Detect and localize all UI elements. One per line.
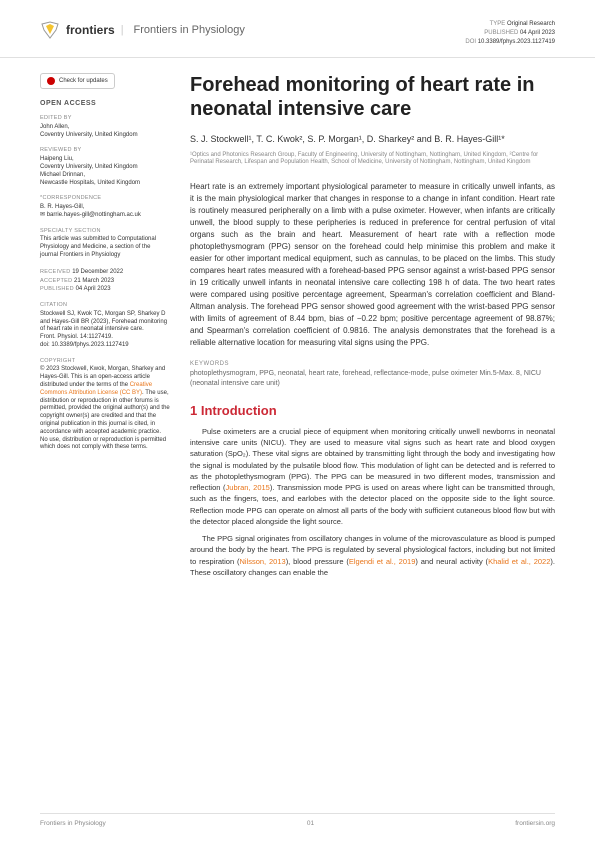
citation-khalid[interactable]: Khalid et al., 2022 bbox=[488, 557, 550, 566]
reviewed-by-section: REVIEWED BY Haipeng Liu, Coventry Univer… bbox=[40, 147, 170, 187]
article-content: Forehead monitoring of heart rate in neo… bbox=[190, 73, 555, 584]
page-header: frontiers | Frontiers in Physiology TYPE… bbox=[0, 0, 595, 58]
affiliations: ¹Optics and Photonics Research Group, Fa… bbox=[190, 152, 555, 168]
pub-type: Original Research bbox=[507, 21, 555, 27]
footer-journal: Frontiers in Physiology bbox=[40, 820, 106, 827]
copyright-label: COPYRIGHT bbox=[40, 358, 170, 366]
frontiers-logo-icon bbox=[40, 20, 60, 40]
check-updates-label: Check for updates bbox=[59, 77, 108, 85]
check-updates-button[interactable]: Check for updates bbox=[40, 73, 115, 89]
doi-label: DOI bbox=[465, 39, 476, 45]
citation-label: CITATION bbox=[40, 302, 170, 310]
copyright-text2: . The use, distribution or reproduction … bbox=[40, 390, 170, 451]
specialty-label: SPECIALTY SECTION bbox=[40, 228, 170, 236]
citation-value: Stockwell SJ, Kwok TC, Morgan SP, Sharke… bbox=[40, 311, 170, 350]
correspondence-label: *CORRESPONDENCE bbox=[40, 195, 170, 203]
logo-text: frontiers bbox=[66, 23, 115, 37]
specialty-value: This article was submitted to Computatio… bbox=[40, 236, 170, 259]
introduction-heading: 1 Introduction bbox=[190, 403, 555, 418]
check-updates-icon bbox=[47, 77, 55, 85]
pub-type-label: TYPE bbox=[490, 21, 506, 27]
intro-paragraph-2: The PPG signal originates from oscillato… bbox=[190, 533, 555, 578]
main-content: Check for updates OPEN ACCESS EDITED BY … bbox=[0, 58, 595, 584]
intro-paragraph-1: Pulse oximeters are a crucial piece of e… bbox=[190, 426, 555, 527]
citation-jubran[interactable]: Jubran, 2015 bbox=[226, 483, 270, 492]
correspondence-section: *CORRESPONDENCE B. R. Hayes-Gill, ✉ barr… bbox=[40, 195, 170, 219]
correspondence-value: B. R. Hayes-Gill, ✉ barrie.hayes-gill@no… bbox=[40, 204, 170, 220]
logo-area: frontiers | Frontiers in Physiology bbox=[40, 20, 245, 40]
dates-section: RECEIVED 19 December 2022 ACCEPTED 21 Ma… bbox=[40, 268, 170, 294]
copyright-value: © 2023 Stockwell, Kwok, Morgan, Sharkey … bbox=[40, 366, 170, 452]
authors-list: S. J. Stockwell¹, T. C. Kwok², S. P. Mor… bbox=[190, 133, 555, 146]
keywords: photoplethysmogram, PPG, neonatal, heart… bbox=[190, 369, 555, 389]
page-footer: Frontiers in Physiology 01 frontiersin.o… bbox=[40, 813, 555, 827]
footer-page-number: 01 bbox=[307, 820, 314, 827]
keywords-label: KEYWORDS bbox=[190, 361, 555, 367]
published-value: 04 April 2023 bbox=[76, 286, 111, 292]
para2-text-c: ) and neural activity ( bbox=[415, 557, 488, 566]
copyright-section: COPYRIGHT © 2023 Stockwell, Kwok, Morgan… bbox=[40, 358, 170, 452]
citation-elgendi[interactable]: Elgendi et al., 2019 bbox=[349, 557, 416, 566]
citation-nilsson[interactable]: Nilsson, 2013 bbox=[239, 557, 285, 566]
accepted-label: ACCEPTED bbox=[40, 278, 72, 284]
pub-date-label: PUBLISHED bbox=[484, 30, 518, 36]
published-label: PUBLISHED bbox=[40, 286, 74, 292]
publication-info: TYPE Original Research PUBLISHED 04 Apri… bbox=[465, 20, 555, 47]
footer-url: frontiersin.org bbox=[515, 820, 555, 827]
specialty-section: SPECIALTY SECTION This article was submi… bbox=[40, 228, 170, 260]
edited-by-section: EDITED BY John Allen, Coventry Universit… bbox=[40, 115, 170, 139]
citation-section: CITATION Stockwell SJ, Kwok TC, Morgan S… bbox=[40, 302, 170, 350]
journal-separator: | bbox=[121, 24, 124, 36]
open-access-badge: OPEN ACCESS bbox=[40, 99, 170, 109]
received-value: 19 December 2022 bbox=[72, 269, 123, 275]
received-label: RECEIVED bbox=[40, 269, 71, 275]
edited-by-label: EDITED BY bbox=[40, 115, 170, 123]
reviewed-by-label: REVIEWED BY bbox=[40, 147, 170, 155]
edited-by-value: John Allen, Coventry University, United … bbox=[40, 124, 170, 140]
journal-name: Frontiers in Physiology bbox=[134, 24, 245, 36]
pub-date: 04 April 2023 bbox=[520, 30, 555, 36]
accepted-value: 21 March 2023 bbox=[74, 278, 114, 284]
doi-value: 10.3389/fphys.2023.1127419 bbox=[478, 39, 555, 45]
para2-text-b: ), blood pressure ( bbox=[286, 557, 349, 566]
sidebar: Check for updates OPEN ACCESS EDITED BY … bbox=[40, 73, 170, 584]
article-title: Forehead monitoring of heart rate in neo… bbox=[190, 73, 555, 121]
abstract: Heart rate is an extremely important phy… bbox=[190, 181, 555, 349]
reviewed-by-value: Haipeng Liu, Coventry University, United… bbox=[40, 156, 170, 187]
